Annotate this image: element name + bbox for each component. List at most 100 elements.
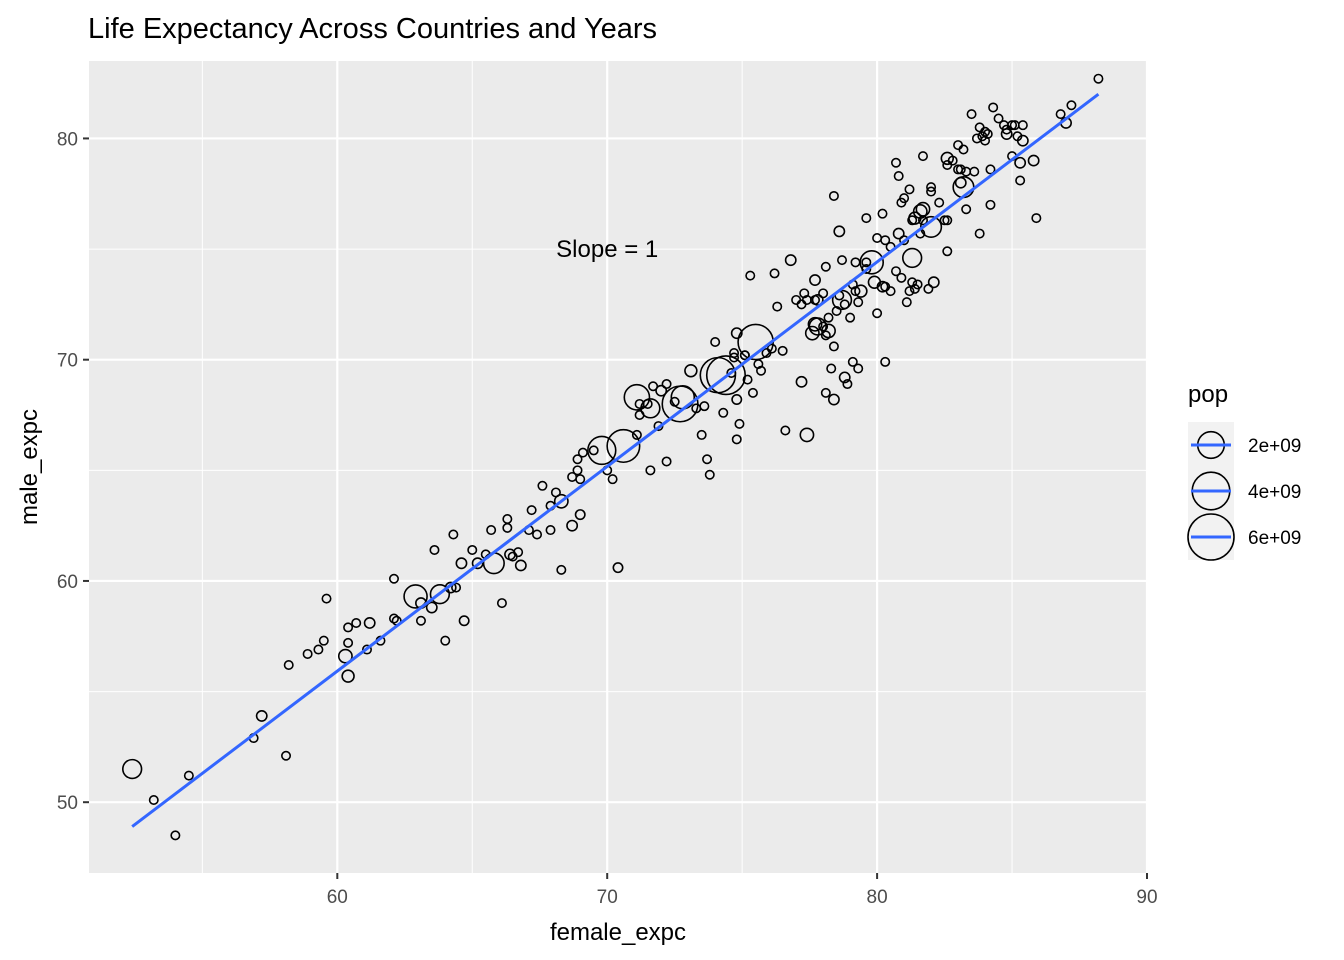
data-point — [826, 363, 837, 374]
data-point — [756, 365, 767, 376]
data-point — [847, 356, 858, 367]
x-tick-label: 60 — [327, 887, 348, 908]
data-point — [831, 289, 853, 311]
data-point — [877, 208, 888, 219]
data-point — [577, 447, 588, 458]
data-point — [926, 186, 937, 197]
legend-symbol — [1187, 513, 1235, 561]
data-point — [804, 325, 820, 341]
data-point — [313, 644, 324, 655]
data-point — [955, 164, 966, 175]
data-point — [890, 157, 901, 168]
data-point — [448, 529, 459, 540]
data-point — [486, 525, 497, 536]
data-point — [890, 266, 901, 277]
data-point — [321, 593, 332, 604]
data-point — [958, 144, 969, 155]
data-point — [907, 215, 918, 226]
data-point — [170, 830, 181, 841]
data-point — [572, 454, 583, 465]
data-point — [730, 327, 743, 340]
data-point — [684, 364, 698, 378]
data-point — [969, 166, 980, 177]
y-axis: 50 60 70 80 — [57, 129, 89, 814]
data-point — [1027, 154, 1040, 167]
data-point — [799, 427, 815, 443]
data-point — [640, 398, 661, 419]
data-point — [645, 465, 656, 476]
legend-label: 2e+09 — [1248, 436, 1301, 457]
data-point — [343, 637, 354, 648]
data-point — [988, 102, 999, 113]
data-point — [429, 584, 451, 605]
data-point — [859, 250, 885, 275]
data-point — [455, 557, 468, 570]
data-point — [702, 454, 713, 465]
data-point — [899, 235, 910, 246]
data-point — [942, 215, 953, 226]
data-point — [853, 363, 864, 374]
data-point — [363, 617, 376, 629]
data-point — [440, 635, 451, 646]
data-point — [255, 709, 268, 722]
data-point — [545, 525, 556, 536]
data-point — [985, 199, 996, 210]
data-point — [901, 247, 923, 269]
data-point — [699, 401, 710, 412]
data-point — [961, 204, 972, 215]
data-point — [837, 255, 848, 266]
data-point — [731, 394, 743, 406]
data-point — [575, 474, 586, 485]
data-point — [1031, 213, 1042, 224]
trend-line — [131, 92, 1100, 828]
data-point — [899, 193, 910, 204]
data-point — [425, 601, 438, 614]
data-point — [809, 274, 821, 286]
data-point — [769, 268, 780, 279]
data-point — [820, 330, 831, 341]
data-point — [896, 272, 907, 283]
data-point — [718, 407, 729, 418]
legend: pop 2e+09 4e+09 6e+09 — [1187, 381, 1301, 561]
data-point — [704, 469, 715, 480]
data-point — [655, 384, 668, 397]
data-point — [343, 622, 354, 633]
data-point — [566, 519, 579, 532]
data-point — [1093, 73, 1104, 84]
points-layer — [121, 73, 1104, 841]
data-point — [710, 336, 721, 347]
data-point — [458, 615, 470, 627]
data-point — [606, 428, 641, 464]
data-point — [807, 316, 823, 332]
legend-label: 4e+09 — [1248, 482, 1301, 503]
data-point — [661, 456, 672, 467]
data-point — [337, 648, 353, 664]
data-point — [901, 297, 912, 308]
data-point — [821, 323, 836, 339]
data-point — [742, 374, 753, 385]
data-point — [966, 109, 977, 120]
data-point — [1066, 100, 1077, 111]
data-point — [982, 129, 993, 140]
data-point — [705, 355, 747, 396]
grid-major — [89, 61, 1149, 873]
data-point — [842, 379, 853, 390]
chart-title: Life Expectancy Across Countries and Yea… — [88, 13, 657, 45]
data-point — [607, 474, 618, 485]
data-point — [872, 308, 883, 319]
data-point — [823, 312, 834, 323]
data-point — [361, 644, 372, 655]
data-point — [818, 288, 829, 299]
x-tick-label: 80 — [867, 887, 888, 908]
data-point — [148, 794, 159, 805]
legend-title: pop — [1188, 381, 1228, 408]
data-point — [281, 750, 292, 761]
data-point — [283, 660, 294, 671]
data-point — [795, 375, 808, 388]
data-point — [502, 513, 513, 524]
data-point — [739, 350, 750, 361]
data-point — [820, 261, 831, 272]
data-point — [183, 770, 194, 781]
data-point — [808, 317, 827, 336]
data-point — [880, 235, 891, 246]
